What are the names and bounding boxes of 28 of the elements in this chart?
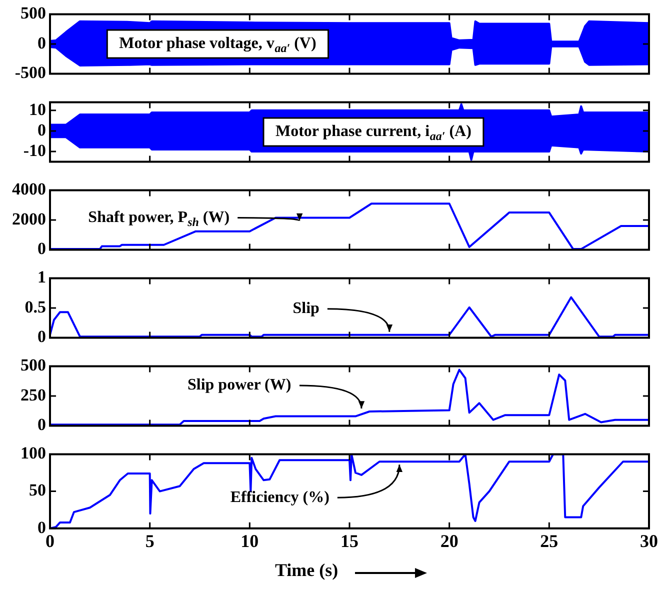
y-tick-label: 0.5 xyxy=(24,297,46,316)
annotation: Efficiency (%) xyxy=(230,488,330,506)
x-axis-title: Time (s) xyxy=(275,560,338,581)
y-tick-label: -500 xyxy=(14,63,46,82)
x-tick-label: 5 xyxy=(145,530,154,551)
y-tick-label: 0 xyxy=(38,327,46,346)
y-tick-label: 50 xyxy=(29,480,46,500)
x-tick-label: 25 xyxy=(540,530,558,551)
annotation: Slip xyxy=(292,300,320,317)
x-tick-label: 10 xyxy=(240,530,259,551)
y-tick-label: 500 xyxy=(20,4,46,23)
y-tick-label: 0 xyxy=(38,415,46,434)
y-tick-label: 2000 xyxy=(12,209,46,228)
y-tick-label: 0 xyxy=(38,33,46,52)
y-tick-label: 250 xyxy=(20,385,46,404)
y-tick-label: 4000 xyxy=(12,180,46,199)
y-tick-label: 0 xyxy=(38,120,46,140)
y-tick-label: 500 xyxy=(20,356,46,375)
y-tick-label: 100 xyxy=(20,444,46,463)
annotation: Slip power (W) xyxy=(187,376,292,394)
y-tick-label: -10 xyxy=(23,140,46,160)
y-tick-label: 1 xyxy=(38,268,46,287)
y-tick-label: 10 xyxy=(29,100,46,119)
x-tick-label: 20 xyxy=(440,530,458,551)
y-tick-label: 0 xyxy=(38,239,46,258)
x-tick-label: 15 xyxy=(340,530,358,551)
x-tick-label: 30 xyxy=(640,530,658,551)
y-tick-label: 0 xyxy=(38,518,46,537)
